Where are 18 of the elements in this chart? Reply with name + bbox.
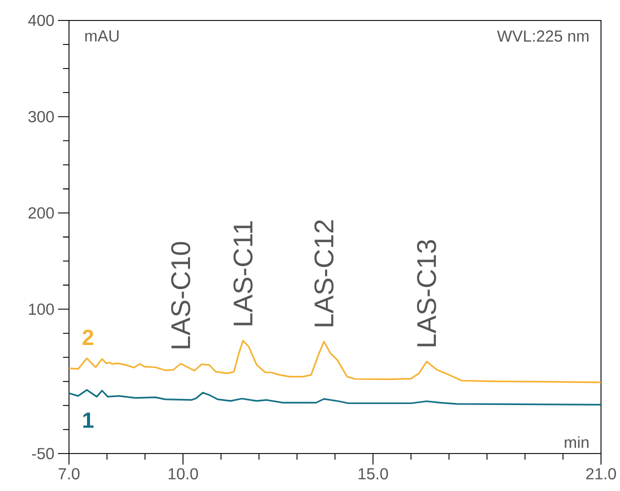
series-label: 1: [83, 412, 94, 428]
x-tick-label: 10.0: [168, 468, 198, 480]
y-tick-label: 400: [28, 14, 54, 26]
x-tick-label: 15.0: [358, 468, 388, 480]
y-tick-label: 300: [28, 111, 54, 122]
y-tick-label: 100: [29, 304, 54, 315]
y-tick-label: 200: [28, 207, 54, 219]
x-tick-label: 21.0: [586, 468, 616, 480]
x-axis-title: min: [564, 436, 588, 448]
annotation: LAS-C10: [171, 242, 190, 348]
annotation: WVL:225 nm: [497, 30, 588, 42]
y-tick-label: -50: [32, 448, 54, 460]
x-tick-label: 7.0: [58, 468, 80, 480]
annotation: LAS-C13: [417, 240, 436, 346]
annotation: LAS-C12: [314, 220, 334, 326]
annotation: LAS-C11: [233, 221, 253, 326]
y-axis-title: mAU: [85, 30, 119, 42]
series-label: 2: [82, 330, 94, 345]
